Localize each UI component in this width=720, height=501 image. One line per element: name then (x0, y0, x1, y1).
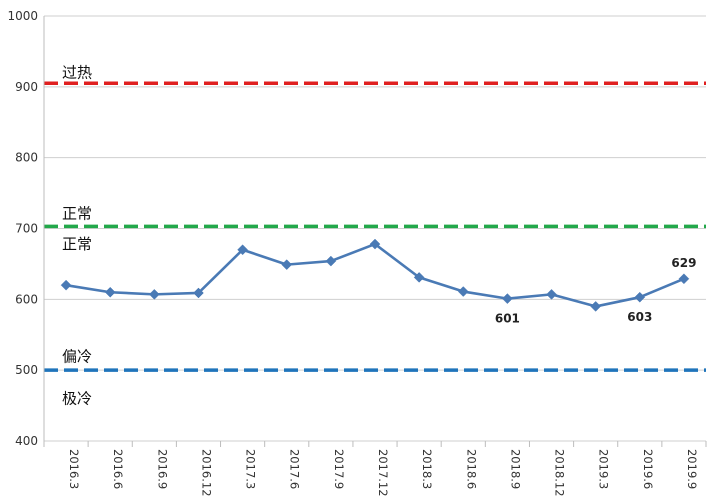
data-point (104, 286, 116, 298)
zone-label: 正常 (62, 235, 92, 253)
y-tick-label: 800 (15, 151, 38, 165)
data-point (590, 301, 602, 312)
data-point (325, 255, 337, 267)
data-label: 629 (671, 256, 696, 270)
grid-lines (44, 15, 706, 442)
x-tick-label: 2017.6 (288, 449, 302, 489)
x-tick-label: 2018.3 (420, 449, 434, 489)
data-point (546, 289, 557, 300)
data-point (193, 287, 204, 299)
series-group (60, 238, 690, 312)
x-tick-label: 2017.9 (332, 449, 346, 489)
data-point (281, 259, 293, 270)
data-label: 603 (627, 310, 652, 324)
x-tick-label: 2018.12 (553, 449, 567, 497)
x-tick-label: 2019.6 (641, 449, 655, 489)
y-axis: 400 500 600 700 800 900 1000 (7, 9, 45, 448)
zone-label: 偏冷 (62, 348, 92, 366)
data-labels: 601 603 629 (495, 256, 697, 326)
y-tick-label: 900 (15, 80, 38, 94)
zone-label: 过热 (62, 64, 92, 82)
y-tick-label: 400 (15, 434, 38, 448)
x-tick-label: 2019.9 (685, 449, 699, 489)
data-point (634, 291, 646, 303)
x-tick-label: 2016.12 (199, 449, 213, 497)
data-point (148, 289, 160, 300)
zone-label: 极冷 (62, 390, 92, 408)
y-tick-label: 500 (15, 363, 38, 377)
data-point (502, 293, 513, 304)
data-point (678, 273, 690, 285)
x-tick-label: 2019.3 (597, 449, 611, 489)
y-tick-label: 700 (15, 222, 38, 236)
y-tick-label: 1000 (7, 9, 38, 23)
data-point (369, 238, 381, 250)
x-axis: 2016.3 2016.6 2016.9 2016.12 2017.3 2017.6 201… (43, 441, 707, 497)
data-point (413, 272, 425, 283)
series-line (65, 242, 685, 308)
x-tick-label: 2016.9 (155, 449, 169, 489)
zone-label: 正常 (62, 205, 92, 223)
data-point (237, 244, 248, 256)
x-tick-label: 2016.6 (111, 449, 125, 489)
data-point (60, 279, 72, 291)
x-tick-label: 2016.3 (67, 449, 81, 489)
data-label: 601 (495, 312, 520, 326)
x-tick-label: 2017.12 (376, 449, 390, 497)
x-tick-label: 2017.3 (244, 449, 258, 489)
x-tick-label: 2018.9 (508, 449, 522, 489)
y-tick-label: 600 (15, 292, 38, 306)
reference-lines (44, 81, 706, 372)
data-point (457, 286, 469, 297)
x-tick-label: 2018.6 (464, 449, 478, 489)
